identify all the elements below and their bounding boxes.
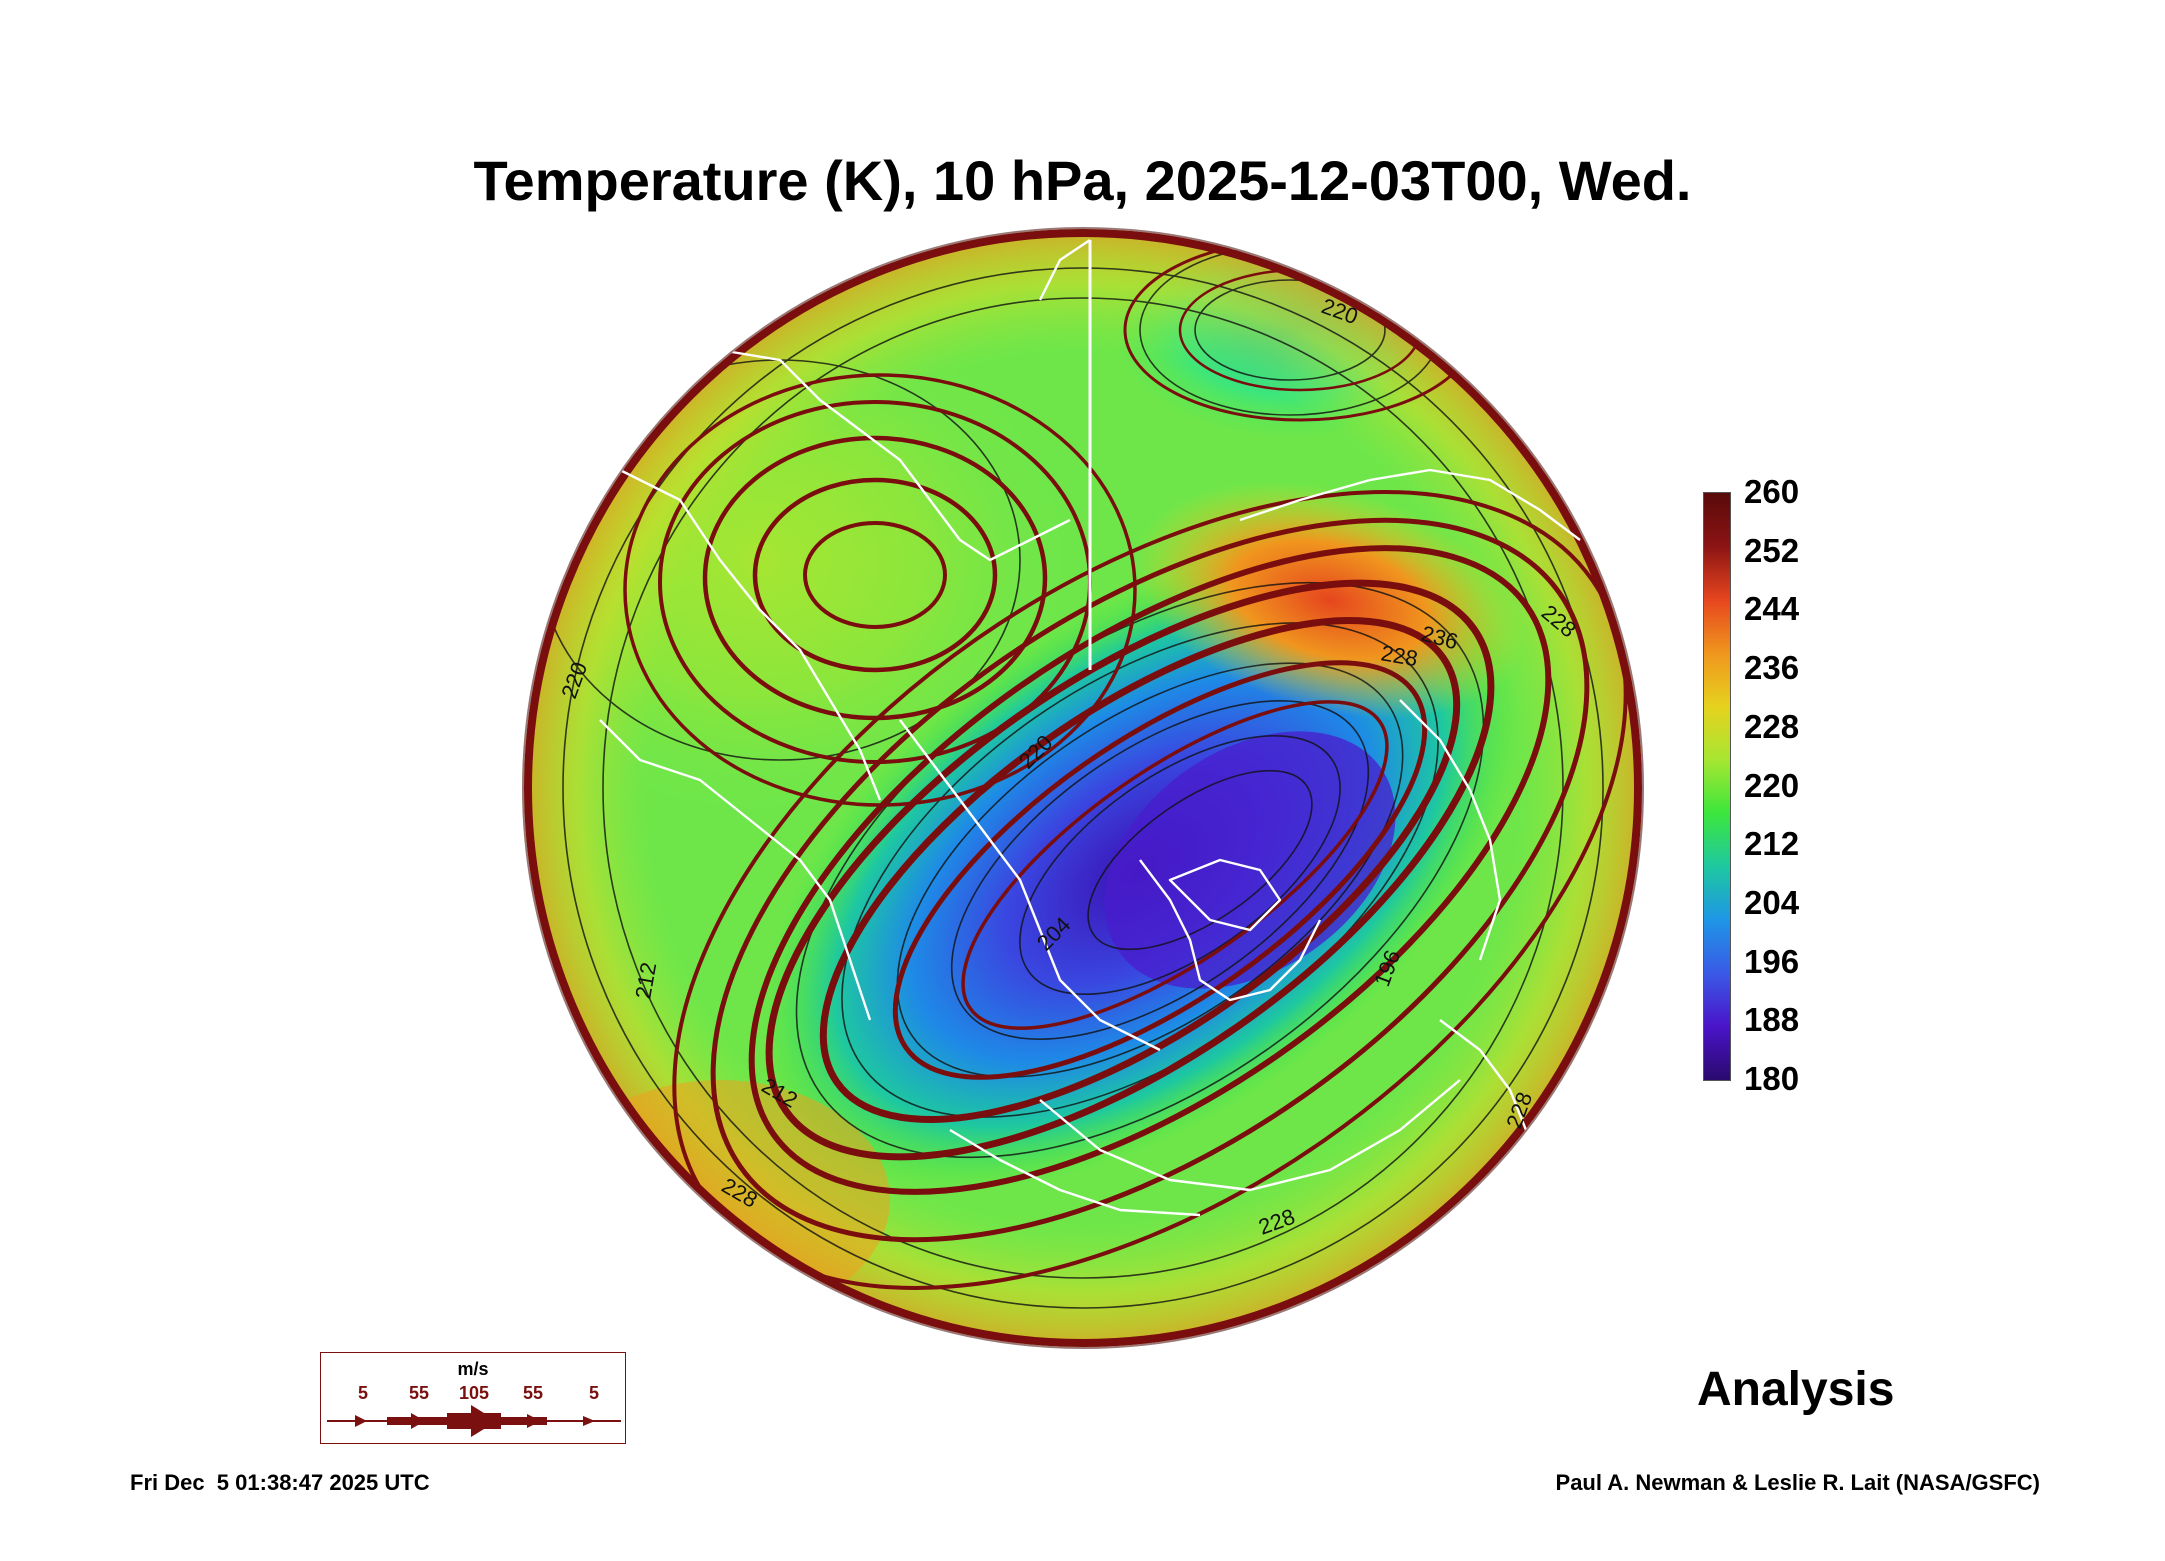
wind-legend-label: 105 — [458, 1383, 490, 1403]
wind-speed-legend: m/s 5 55 105 55 5 — [320, 1352, 626, 1444]
colorbar-label-260: 260 — [1744, 473, 1800, 510]
wind-streamlines — [524, 229, 1642, 1347]
wind-legend-arrow — [327, 1405, 621, 1437]
colorbar-label-236: 236 — [1744, 649, 1800, 687]
map-title: Temperature (K), 10 hPa, 2025-12-03T00, … — [473, 149, 1692, 212]
wind-legend-label: 5 — [357, 1383, 369, 1403]
analysis-label: Analysis — [1697, 1363, 1895, 1416]
colorbar-label-188: 188 — [1744, 1001, 1800, 1039]
colorbar-label-212: 212 — [1744, 825, 1800, 863]
colorbar-label-196: 196 — [1744, 942, 1800, 980]
colorbar-label-220: 220 — [1744, 766, 1800, 804]
colorbar — [1703, 492, 1731, 1081]
wind-legend-label: 55 — [408, 1383, 430, 1403]
generated-timestamp: Fri Dec 5 01:38:47 2025 UTC — [130, 1470, 430, 1495]
map-border — [522, 227, 1644, 1349]
colorbar-label-204: 204 — [1744, 883, 1800, 921]
colorbar-label-244: 244 — [1744, 590, 1800, 628]
colorbar-label-252: 252 — [1744, 531, 1800, 569]
wind-legend-label: 55 — [522, 1383, 544, 1403]
colorbar-label-180: 180 — [1744, 1060, 1800, 1097]
wind-unit-label: m/s — [457, 1359, 489, 1379]
wind-legend-label: 5 — [588, 1383, 600, 1403]
colorbar-label-228: 228 — [1744, 707, 1800, 745]
author-credit: Paul A. Newman & Leslie R. Lait (NASA/GS… — [1555, 1470, 2040, 1495]
coastlines — [539, 239, 1581, 1217]
